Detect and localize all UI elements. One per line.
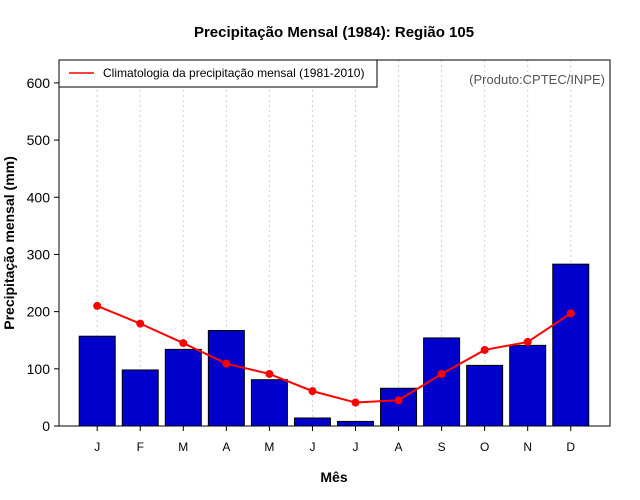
climatology-point-2 bbox=[136, 319, 145, 328]
legend: Climatologia da precipitação mensal (198… bbox=[58, 59, 378, 88]
y-tick-label: 200 bbox=[27, 304, 51, 320]
x-tick-label: F bbox=[137, 440, 144, 454]
climatology-point-3 bbox=[179, 339, 188, 348]
source-annotation: (Produto:CPTEC/INPE) bbox=[469, 72, 605, 87]
climatology-point-7 bbox=[351, 398, 360, 407]
bar-7 bbox=[337, 420, 374, 427]
y-tick-label: 400 bbox=[27, 189, 51, 205]
x-tick-label: J bbox=[94, 440, 100, 454]
bar-8 bbox=[380, 387, 418, 427]
y-tick-label: 0 bbox=[42, 418, 50, 434]
y-tick-label: 300 bbox=[27, 246, 51, 262]
x-tick-label: A bbox=[395, 440, 403, 454]
y-axis-label: Precipitação mensal (mm) bbox=[1, 156, 17, 330]
x-tick-label: O bbox=[480, 440, 489, 454]
bar-11 bbox=[509, 344, 547, 427]
y-tick-label: 600 bbox=[27, 75, 51, 91]
bar-6 bbox=[293, 417, 331, 427]
legend-box bbox=[58, 59, 378, 88]
x-tick-label: S bbox=[438, 440, 446, 454]
y-axis: 0 100 200 300 400 500 600 bbox=[27, 75, 59, 434]
bar-2 bbox=[121, 369, 159, 427]
x-tick-label: A bbox=[222, 440, 230, 454]
climatology-series-line bbox=[96, 304, 572, 404]
bar-1 bbox=[78, 335, 116, 427]
climatology-line bbox=[93, 301, 575, 407]
x-tick-label: J bbox=[309, 440, 315, 454]
x-tick-label: M bbox=[178, 440, 188, 454]
bar-10 bbox=[466, 364, 504, 427]
climatology-point-10 bbox=[480, 345, 489, 354]
x-axis-label: Mês bbox=[320, 469, 347, 485]
climatology-point-11 bbox=[523, 337, 532, 346]
y-tick-label: 500 bbox=[27, 132, 51, 148]
bar-12 bbox=[552, 263, 590, 427]
climatology-point-6 bbox=[308, 387, 317, 396]
x-tick-label: M bbox=[264, 440, 274, 454]
y-tick-label: 100 bbox=[27, 361, 51, 377]
x-tick-label: J bbox=[353, 440, 359, 454]
climatology-point-8 bbox=[394, 396, 403, 405]
climatology-point-1 bbox=[93, 301, 102, 310]
x-tick-label: N bbox=[523, 440, 532, 454]
climatology-point-4 bbox=[222, 359, 231, 368]
climatology-point-12 bbox=[566, 309, 575, 318]
x-tick-label: D bbox=[566, 440, 575, 454]
climatology-point-5 bbox=[265, 369, 274, 378]
bar-5 bbox=[250, 379, 288, 427]
legend-label: Climatologia da precipitação mensal (198… bbox=[103, 66, 364, 80]
bar-4 bbox=[207, 329, 245, 427]
chart-title: Precipitação Mensal (1984): Região 105 bbox=[194, 24, 474, 41]
climatology-point-9 bbox=[437, 369, 446, 378]
bar-3 bbox=[164, 348, 202, 427]
